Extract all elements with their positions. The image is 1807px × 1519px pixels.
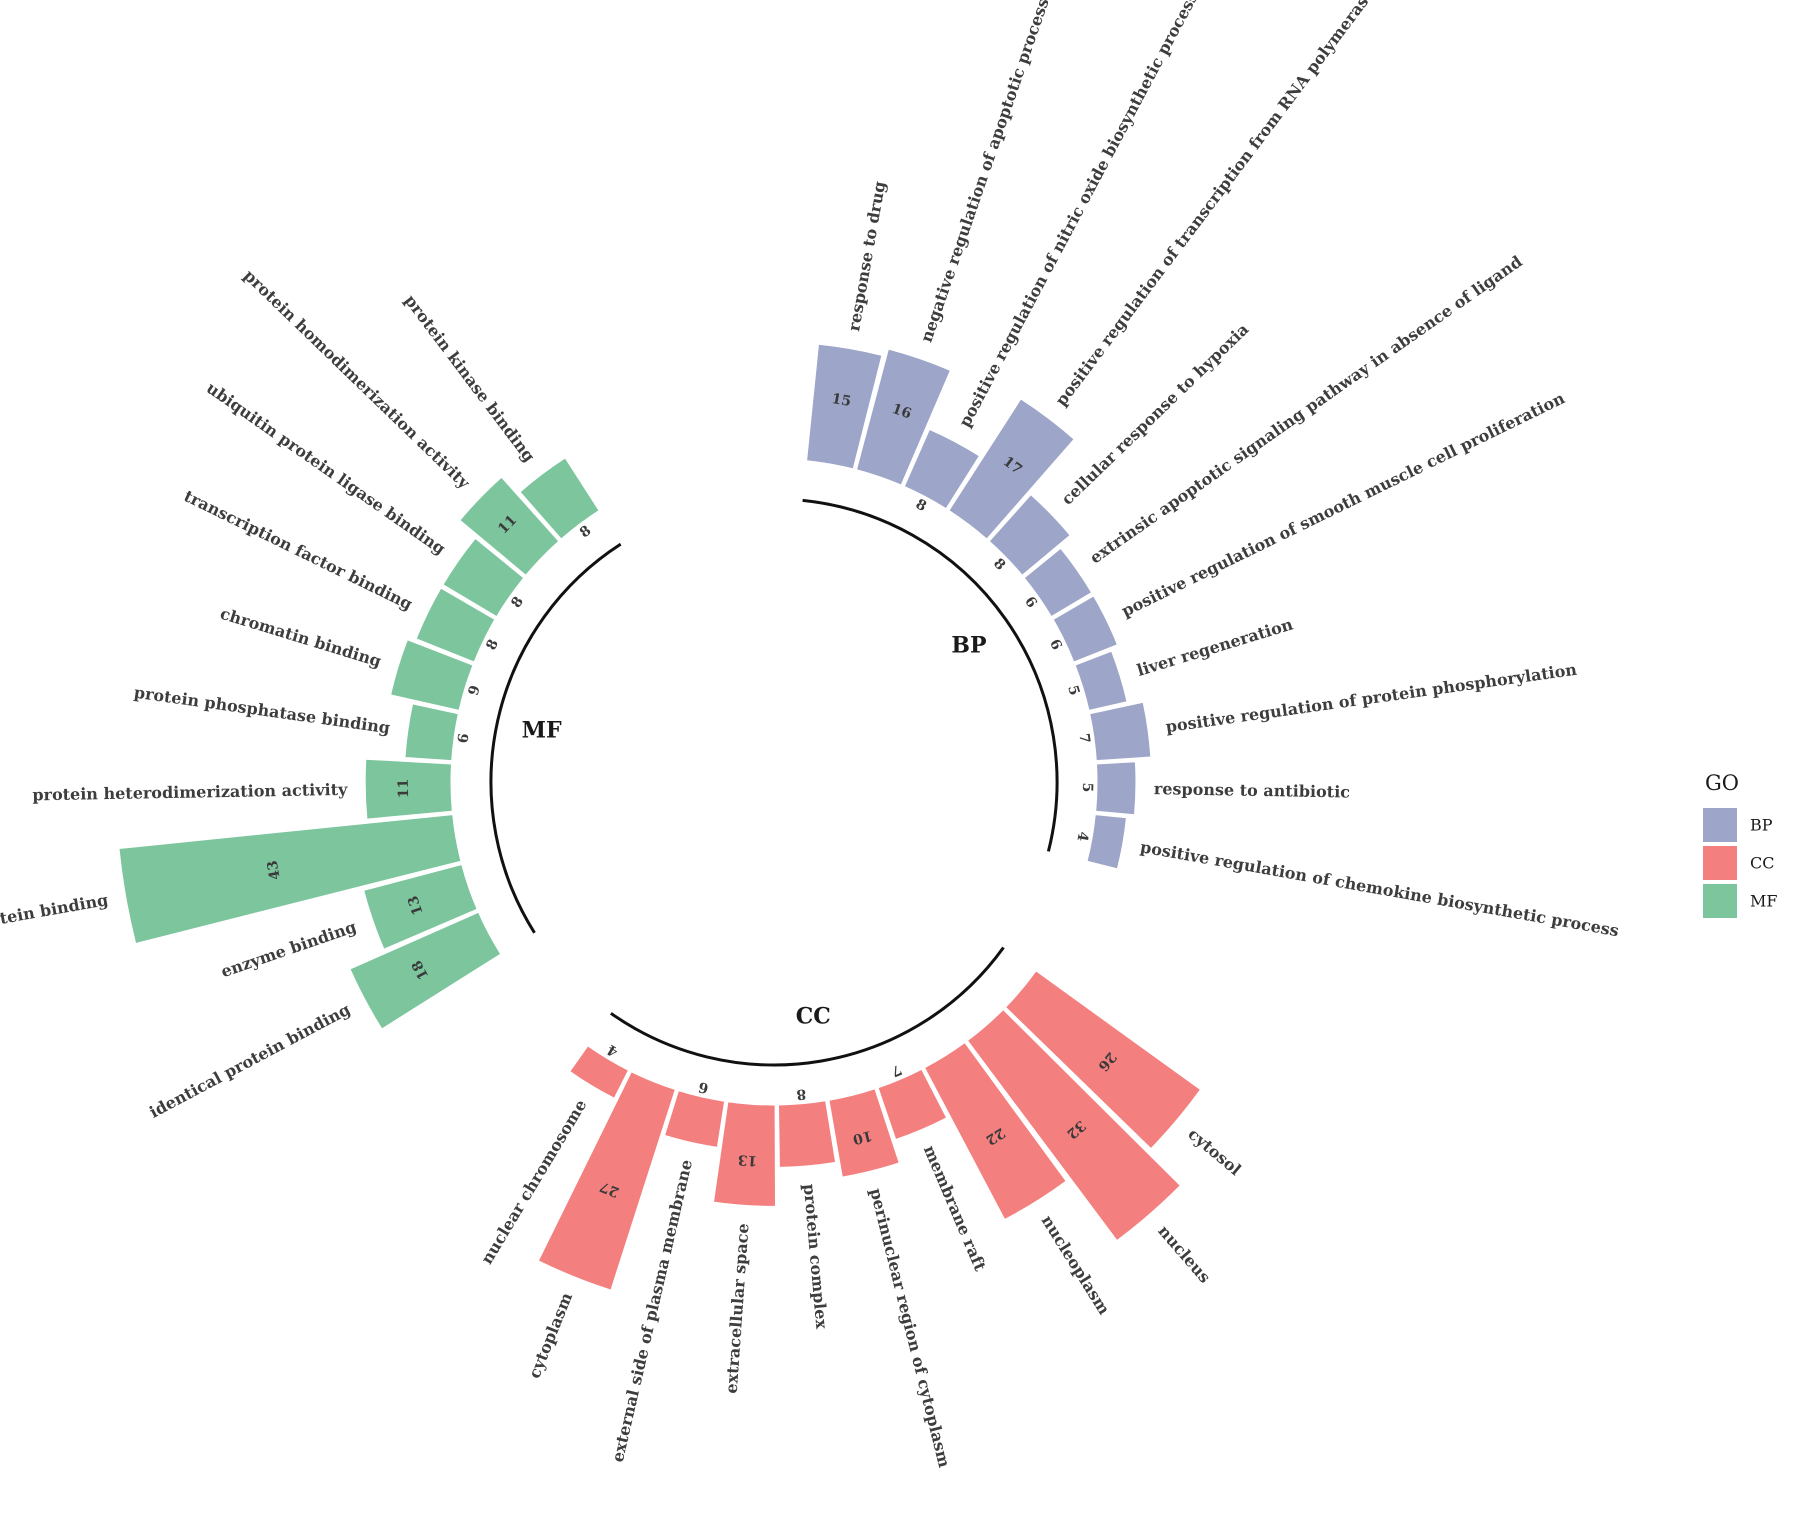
bar-mf-25 [404,703,459,762]
term-label: cytoplasm [525,1290,577,1381]
bar-cc-11 [1004,970,1202,1150]
term-label: protein phosphatase binding [133,683,391,738]
value-label: 11 [396,779,412,799]
term-labels: response to drug negative regulation of a… [0,0,1620,1469]
bar-bp-9 [1095,761,1137,816]
term-label: nucleoplasm [1038,1212,1114,1318]
value-label: 15 [830,391,852,410]
value-label: 16 [890,401,914,422]
legend-items: BP CC MF [1703,808,1777,918]
bar-cc-16 [777,1100,837,1168]
value-label: 8 [796,1085,807,1102]
group-arc-mf [489,542,622,934]
bar-cc-20 [569,1045,630,1099]
term-label: protein heterodimerization activity [32,780,348,805]
value-label: 6 [455,732,472,744]
value-label: 8 [913,496,929,515]
value-label: 13 [405,893,426,917]
value-label: 8 [577,523,594,542]
bar-mf-22 [363,863,478,950]
bar-mf-27 [415,587,496,663]
bar-cc-14 [877,1068,948,1141]
group-arcs [489,498,1059,1067]
term-label: enzyme binding [218,917,358,981]
value-label: 4 [604,1041,621,1060]
legend-label-mf: MF [1750,892,1777,911]
bar-bp-5 [1023,547,1093,618]
term-label: cellular response to hypoxia [1058,320,1253,509]
value-label: 27 [598,1178,622,1200]
legend-swatch-bp [1703,808,1737,842]
bar-bp-3 [948,398,1075,540]
value-label: 8 [990,556,1008,574]
group-label-mf: MF [522,718,562,744]
term-label: perinuclear region of cytoplasm [866,1186,954,1469]
group-labels: BP CC MF [522,633,987,1030]
value-label: 10 [851,1127,874,1147]
bar-bp-7 [1074,650,1128,711]
bar-bp-6 [1052,595,1119,663]
group-label-cc: CC [796,1004,831,1030]
bar-mf-28 [442,537,525,618]
term-label: protein complex [800,1183,832,1330]
bar-cc-13 [923,1041,1067,1221]
legend-swatch-mf [1703,884,1737,918]
legend-label-cc: CC [1750,854,1774,873]
term-label: cytosol [1184,1124,1244,1179]
term-label: positive regulation of chemokine biosynt… [1139,837,1621,940]
value-label: 9 [466,683,484,697]
bar-cc-18 [663,1089,726,1148]
term-label: nucleus [1154,1221,1214,1286]
legend-label-bp: BP [1750,816,1773,835]
value-label: 43 [265,859,284,881]
value-label: 7 [889,1061,904,1080]
legend-title: GO [1705,771,1739,795]
value-label: 6 [1046,637,1065,653]
bar-mf-23 [118,814,462,945]
bar-mf-26 [390,639,474,711]
value-label: 5 [1079,782,1095,792]
term-label: protein homodimerization activity [240,266,474,493]
group-label-bp: BP [951,633,986,659]
bar-bp-2 [903,428,981,510]
bars [118,343,1202,1291]
value-label: 6 [697,1078,710,1096]
value-label: 8 [508,594,527,611]
value-label: 6 [1021,594,1040,611]
term-label: response to antibiotic [1154,779,1351,801]
value-label: 5 [1064,683,1082,697]
term-label: identical protein binding [146,1000,353,1122]
bar-bp-0 [806,343,883,470]
bar-cc-19 [537,1071,676,1291]
bar-mf-30 [519,457,600,540]
bar-cc-17 [712,1101,777,1207]
value-label: 13 [737,1151,758,1168]
term-label: response to drug [844,180,889,333]
term-label: chromatin binding [218,604,384,671]
value-label: 4 [1073,830,1090,843]
bar-bp-4 [988,493,1071,576]
bar-cc-12 [966,1008,1182,1242]
legend-swatch-cc [1703,846,1737,880]
bar-cc-15 [828,1088,900,1178]
value-label: 8 [483,637,502,653]
value-label: 7 [1075,732,1092,744]
term-label: positive regulation of protein phosphory… [1164,660,1578,737]
bar-mf-24 [364,758,453,820]
bar-bp-10 [1086,814,1127,870]
bar-mf-29 [459,476,560,576]
bar-bp-8 [1089,701,1152,762]
bar-bp-1 [855,348,952,486]
legend: GO BP CC MF [1703,771,1777,918]
term-label: extracellular space [722,1223,753,1394]
group-arc-bp [802,498,1059,852]
term-label: protein binding [0,890,110,933]
group-arc-cc [610,946,1005,1067]
bar-mf-21 [349,911,502,1030]
term-label: liver regeneration [1135,614,1296,680]
